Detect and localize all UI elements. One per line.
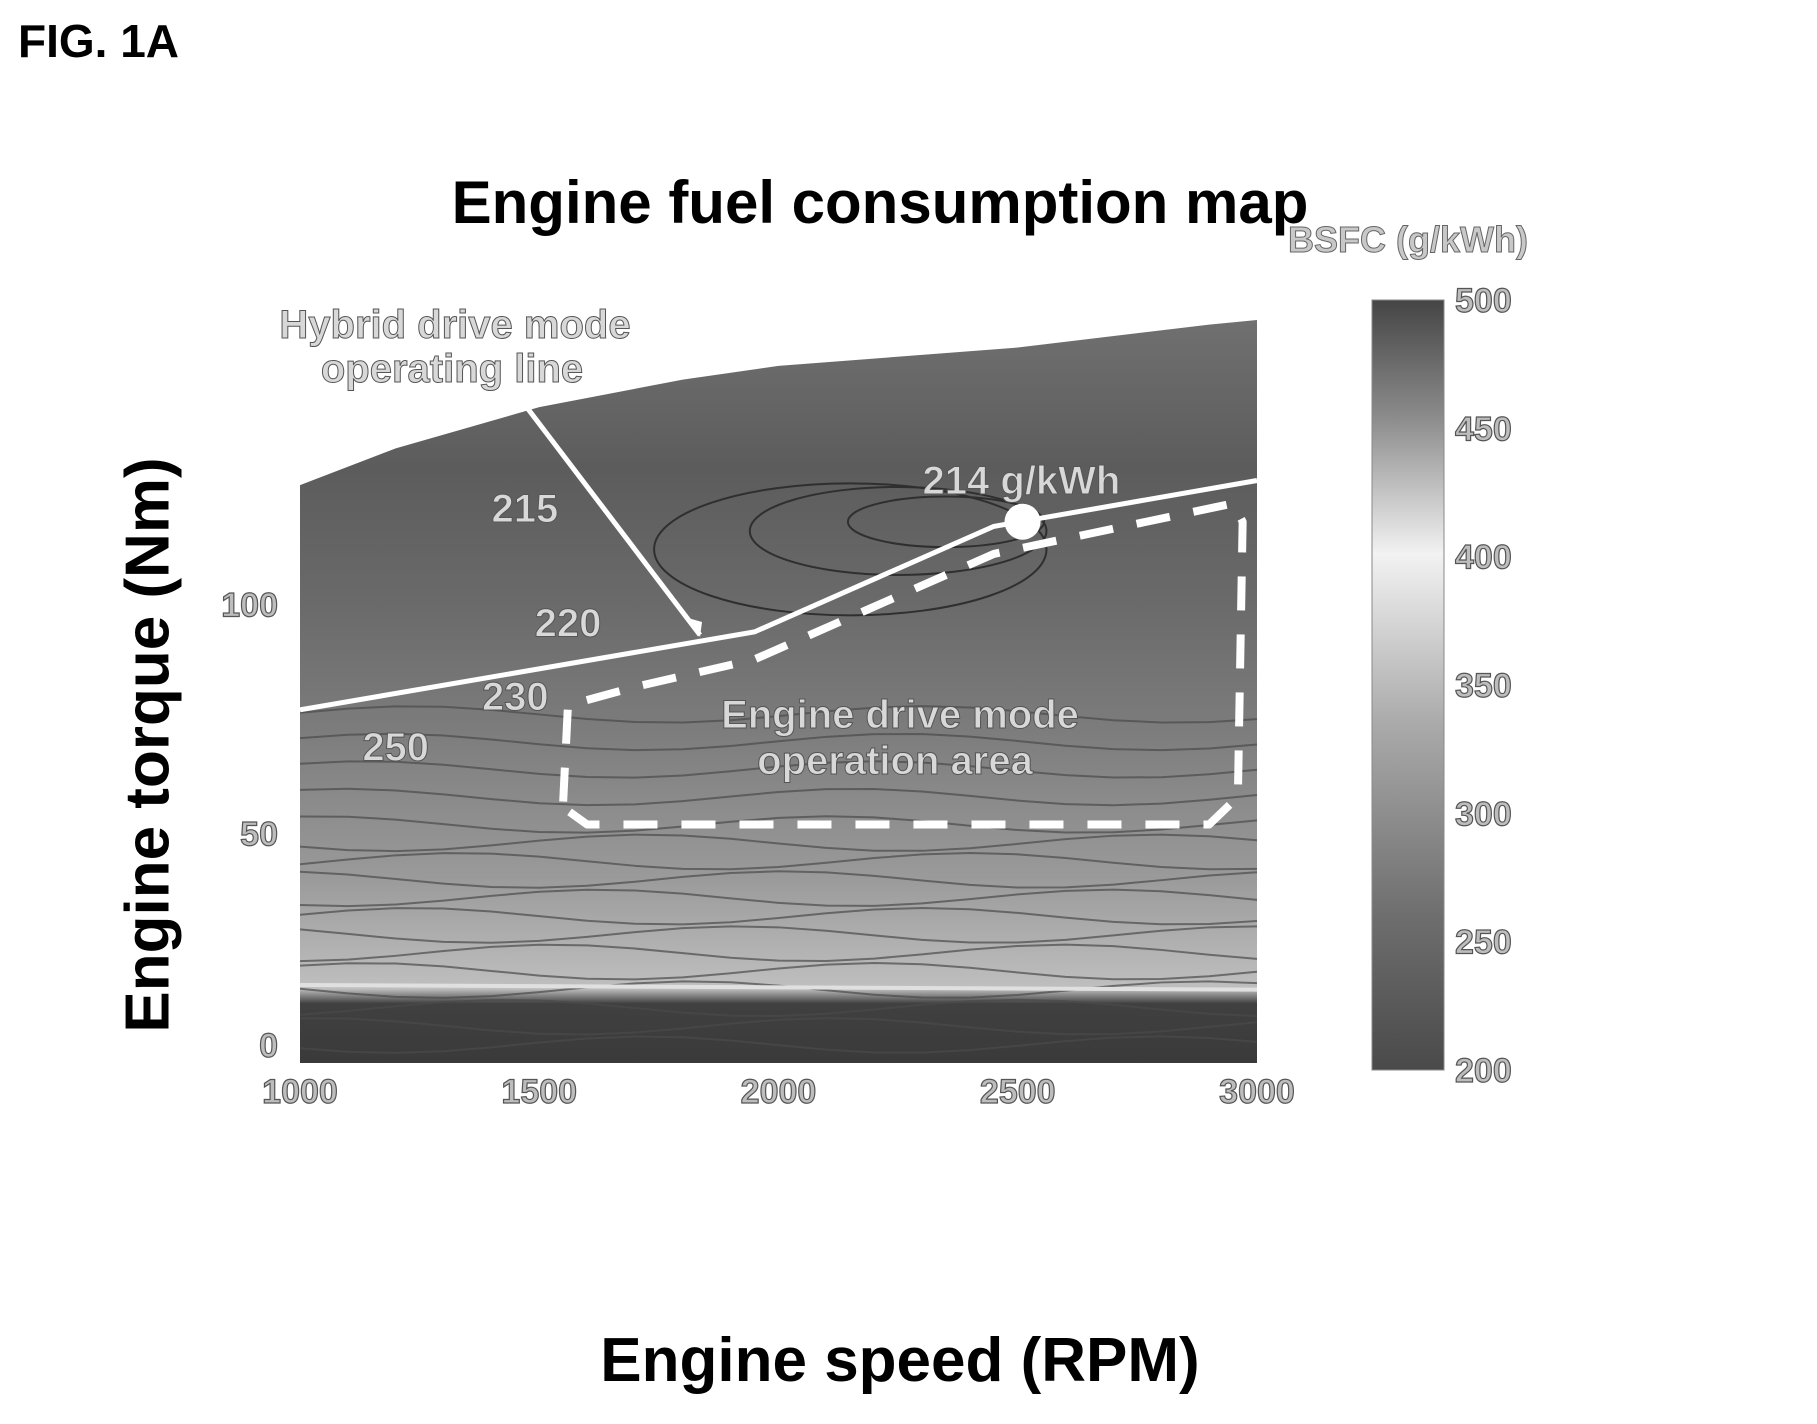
contour-line <box>300 705 1257 724</box>
contour-label: 250 <box>362 725 429 769</box>
colorbar-tick-label: 400 <box>1455 539 1512 577</box>
contour-line <box>300 787 1257 807</box>
contour-line <box>300 962 1257 981</box>
contour-line <box>300 925 1257 944</box>
colorbar-tick-label: 300 <box>1455 795 1512 833</box>
colorbar-tick-label: 350 <box>1455 667 1512 705</box>
contour-line <box>300 998 1257 1018</box>
hybrid-label-pointer <box>523 403 702 637</box>
contour-line <box>300 870 1257 889</box>
colorbar-tick-label: 500 <box>1455 282 1512 320</box>
engine-area-label: Engine drive mode <box>721 693 1079 737</box>
engine-area-label: operation area <box>757 739 1033 783</box>
contour-line <box>300 943 1257 963</box>
colorbar-tick-label: 200 <box>1455 1052 1512 1090</box>
contour-line <box>300 1035 1257 1054</box>
x-tick-label: 2500 <box>980 1073 1056 1111</box>
colorbar-tick-label: 450 <box>1455 410 1512 448</box>
contour-island <box>653 482 1048 617</box>
contour-line <box>300 906 1257 926</box>
figure-label: FIG. 1A <box>18 15 180 67</box>
contour-line <box>300 1017 1257 1036</box>
colorbar <box>1371 299 1445 1071</box>
hybrid-line-label: Hybrid drive mode <box>279 303 630 347</box>
chart-title: Engine fuel consumption map <box>451 169 1309 236</box>
contour-band <box>300 983 1257 992</box>
y-tick-label: 0 <box>259 1027 278 1065</box>
contour-line <box>300 732 1257 752</box>
pointer-arrowhead <box>688 618 702 637</box>
x-axis-label: Engine speed (RPM) <box>600 1326 1200 1395</box>
x-tick-label: 1000 <box>262 1073 338 1111</box>
contour-line <box>300 815 1257 834</box>
contour-line <box>300 851 1257 871</box>
contour-label: 220 <box>535 601 602 645</box>
optimal-point-label: 214 g/kWh <box>923 459 1121 503</box>
y-tick-label: 50 <box>240 816 278 854</box>
contour-label: 215 <box>492 487 559 531</box>
engine-drive-area-boundary <box>559 499 1247 829</box>
hybrid-operating-line <box>299 478 1258 713</box>
contour-label: 230 <box>482 675 549 719</box>
contour-line <box>300 833 1257 853</box>
y-tick-label: 100 <box>221 586 278 624</box>
x-tick-label: 1500 <box>501 1073 577 1111</box>
contour-island <box>748 485 1048 576</box>
colorbar-title: BSFC (g/kWh) <box>1288 219 1528 260</box>
optimal-point-marker <box>1004 503 1041 540</box>
contour-lines <box>300 482 1257 1054</box>
contour-line <box>300 888 1257 908</box>
colorbar-tick-label: 250 <box>1455 924 1512 962</box>
contour-line <box>300 760 1257 779</box>
x-tick-label: 2000 <box>741 1073 817 1111</box>
x-tick-label: 3000 <box>1219 1073 1295 1111</box>
hybrid-line-label: operating line <box>321 347 583 391</box>
